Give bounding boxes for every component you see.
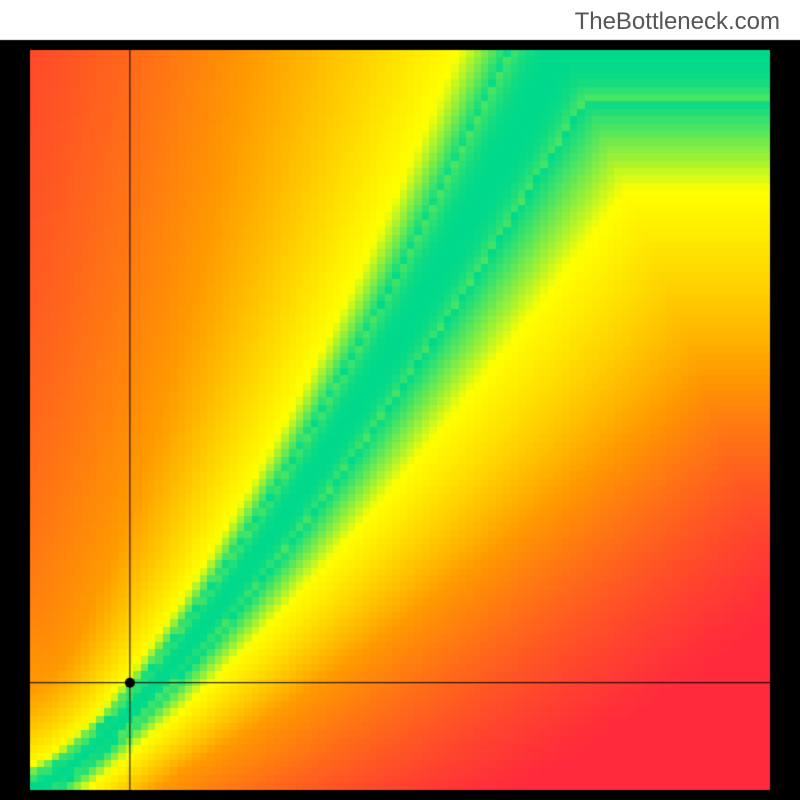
watermark-label: TheBottleneck.com <box>575 8 780 36</box>
chart-container: TheBottleneck.com <box>0 0 800 800</box>
bottleneck-heatmap-canvas <box>0 0 800 800</box>
